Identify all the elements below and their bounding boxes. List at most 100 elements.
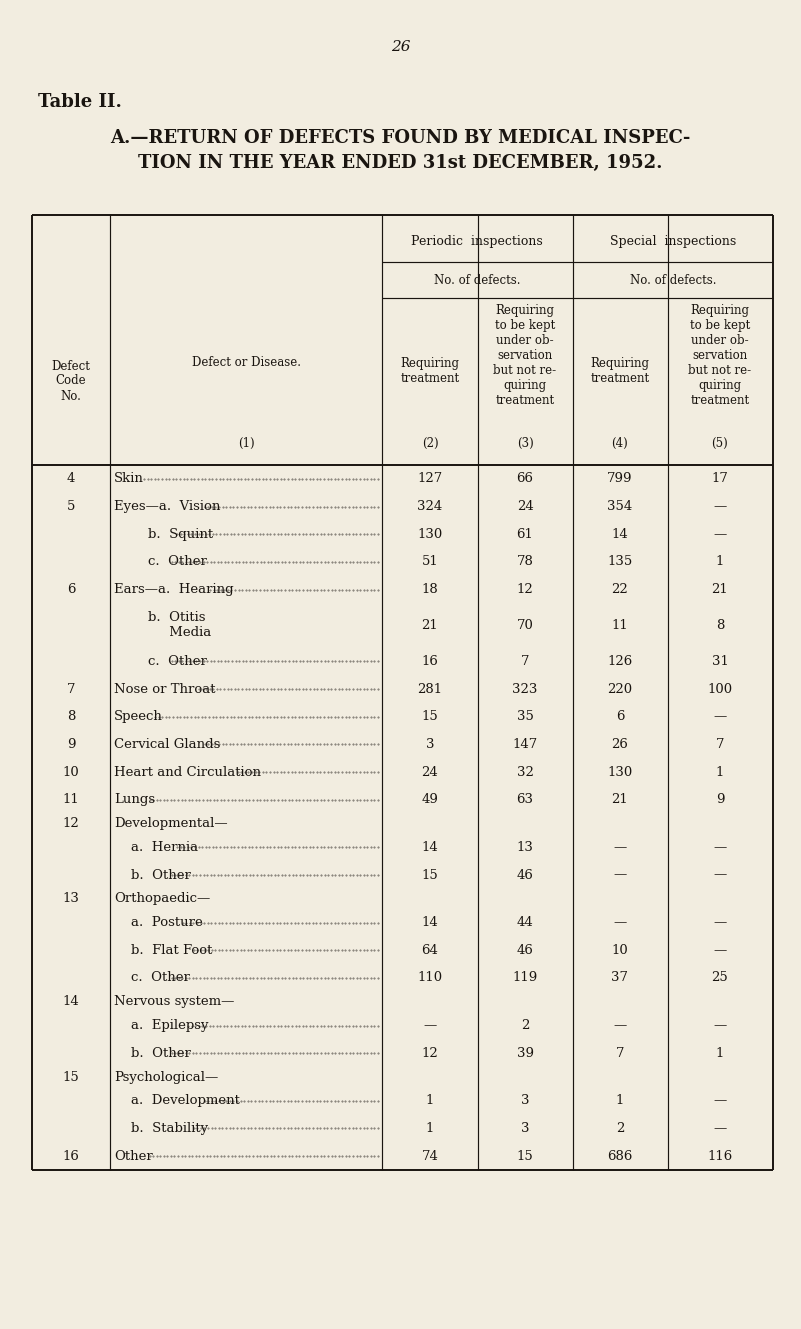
Text: 324: 324 bbox=[417, 500, 443, 513]
Text: 22: 22 bbox=[612, 583, 628, 595]
Text: 49: 49 bbox=[421, 793, 438, 807]
Text: 35: 35 bbox=[517, 710, 533, 723]
Text: No. of defects.: No. of defects. bbox=[434, 274, 521, 287]
Text: 46: 46 bbox=[517, 869, 533, 881]
Text: b.  Otitis
             Media: b. Otitis Media bbox=[114, 611, 211, 639]
Text: 24: 24 bbox=[517, 500, 533, 513]
Text: Defect
Code
No.: Defect Code No. bbox=[51, 360, 91, 403]
Text: Orthopaedic—: Orthopaedic— bbox=[114, 892, 210, 905]
Text: 15: 15 bbox=[517, 1150, 533, 1163]
Text: 14: 14 bbox=[62, 995, 79, 1009]
Text: 130: 130 bbox=[607, 766, 633, 779]
Text: —: — bbox=[714, 528, 727, 541]
Text: 16: 16 bbox=[421, 655, 438, 668]
Text: 11: 11 bbox=[62, 793, 79, 807]
Text: (3): (3) bbox=[517, 436, 533, 449]
Text: 64: 64 bbox=[421, 944, 438, 957]
Text: 70: 70 bbox=[517, 619, 533, 633]
Text: Cervical Glands: Cervical Glands bbox=[114, 738, 220, 751]
Text: —: — bbox=[714, 1019, 727, 1033]
Text: (4): (4) bbox=[612, 436, 628, 449]
Text: 220: 220 bbox=[607, 683, 633, 695]
Text: 14: 14 bbox=[421, 841, 438, 853]
Text: Speech: Speech bbox=[114, 710, 163, 723]
Text: 686: 686 bbox=[607, 1150, 633, 1163]
Text: Requiring
to be kept
under ob-
servation
but not re-
quiring
treatment: Requiring to be kept under ob- servation… bbox=[688, 304, 751, 407]
Text: a.  Hernia: a. Hernia bbox=[114, 841, 198, 853]
Text: 21: 21 bbox=[711, 583, 728, 595]
Text: 44: 44 bbox=[517, 916, 533, 929]
Text: 7: 7 bbox=[616, 1047, 624, 1059]
Text: 8: 8 bbox=[716, 619, 724, 633]
Text: (2): (2) bbox=[421, 436, 438, 449]
Text: 26: 26 bbox=[391, 40, 410, 54]
Text: 15: 15 bbox=[421, 710, 438, 723]
Text: 2: 2 bbox=[521, 1019, 529, 1033]
Text: (1): (1) bbox=[238, 436, 254, 449]
Text: c.  Other: c. Other bbox=[114, 655, 207, 668]
Text: 66: 66 bbox=[517, 472, 533, 485]
Text: 100: 100 bbox=[707, 683, 733, 695]
Text: —: — bbox=[714, 944, 727, 957]
Text: 7: 7 bbox=[521, 655, 529, 668]
Text: 7: 7 bbox=[716, 738, 724, 751]
Text: 51: 51 bbox=[421, 556, 438, 569]
Text: c.  Other: c. Other bbox=[114, 971, 190, 985]
Text: c.  Other: c. Other bbox=[114, 556, 207, 569]
Text: 9: 9 bbox=[716, 793, 724, 807]
Text: (5): (5) bbox=[711, 436, 728, 449]
Text: b.  Stability: b. Stability bbox=[114, 1122, 208, 1135]
Text: 31: 31 bbox=[711, 655, 728, 668]
Text: a.  Posture: a. Posture bbox=[114, 916, 203, 929]
Text: 1: 1 bbox=[716, 766, 724, 779]
Text: —: — bbox=[714, 869, 727, 881]
Text: a.  Epilepsy: a. Epilepsy bbox=[114, 1019, 208, 1033]
Text: Eyes—a.  Vision: Eyes—a. Vision bbox=[114, 500, 220, 513]
Text: 6: 6 bbox=[616, 710, 624, 723]
Text: 14: 14 bbox=[421, 916, 438, 929]
Text: 135: 135 bbox=[607, 556, 633, 569]
Text: 10: 10 bbox=[62, 766, 79, 779]
Text: 323: 323 bbox=[513, 683, 537, 695]
Text: 354: 354 bbox=[607, 500, 633, 513]
Text: Table II.: Table II. bbox=[38, 93, 122, 112]
Text: No. of defects.: No. of defects. bbox=[630, 274, 716, 287]
Text: 1: 1 bbox=[616, 1094, 624, 1107]
Text: 9: 9 bbox=[66, 738, 75, 751]
Text: 46: 46 bbox=[517, 944, 533, 957]
Text: 130: 130 bbox=[417, 528, 443, 541]
Text: 61: 61 bbox=[517, 528, 533, 541]
Text: 7: 7 bbox=[66, 683, 75, 695]
Text: —: — bbox=[614, 1019, 626, 1033]
Text: Nose or Throat: Nose or Throat bbox=[114, 683, 215, 695]
Text: 116: 116 bbox=[707, 1150, 733, 1163]
Text: 110: 110 bbox=[417, 971, 443, 985]
Text: b.  Flat Foot: b. Flat Foot bbox=[114, 944, 212, 957]
Text: Special  inspections: Special inspections bbox=[610, 235, 736, 249]
Text: b.  Other: b. Other bbox=[114, 1047, 191, 1059]
Text: —: — bbox=[614, 841, 626, 853]
Text: 78: 78 bbox=[517, 556, 533, 569]
Text: 147: 147 bbox=[513, 738, 537, 751]
Text: 3: 3 bbox=[521, 1094, 529, 1107]
Text: A.—RETURN OF DEFECTS FOUND BY MEDICAL INSPEC-: A.—RETURN OF DEFECTS FOUND BY MEDICAL IN… bbox=[110, 129, 690, 148]
Text: Periodic  inspections: Periodic inspections bbox=[411, 235, 543, 249]
Text: Nervous system—: Nervous system— bbox=[114, 995, 235, 1009]
Text: 26: 26 bbox=[611, 738, 629, 751]
Text: 14: 14 bbox=[612, 528, 628, 541]
Text: —: — bbox=[714, 916, 727, 929]
Text: Psychological—: Psychological— bbox=[114, 1071, 218, 1083]
Text: —: — bbox=[714, 1122, 727, 1135]
Text: Heart and Circulation: Heart and Circulation bbox=[114, 766, 261, 779]
Text: 1: 1 bbox=[426, 1122, 434, 1135]
Text: 3: 3 bbox=[426, 738, 434, 751]
Text: 17: 17 bbox=[711, 472, 728, 485]
Text: —: — bbox=[714, 500, 727, 513]
Text: 18: 18 bbox=[421, 583, 438, 595]
Text: Lungs: Lungs bbox=[114, 793, 155, 807]
Text: Requiring
treatment: Requiring treatment bbox=[400, 358, 460, 385]
Text: 15: 15 bbox=[421, 869, 438, 881]
Text: 281: 281 bbox=[417, 683, 443, 695]
Text: 11: 11 bbox=[612, 619, 628, 633]
Text: Ears—a.  Hearing: Ears—a. Hearing bbox=[114, 583, 234, 595]
